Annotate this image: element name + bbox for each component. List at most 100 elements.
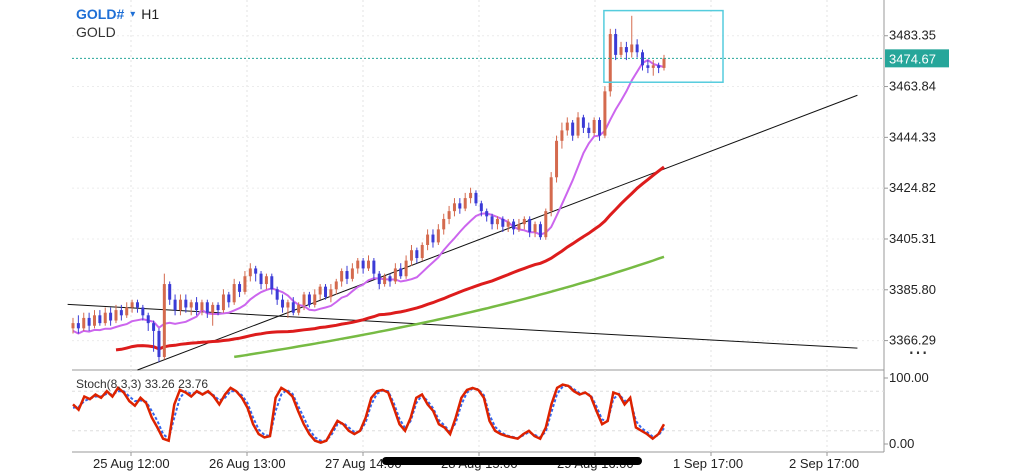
candle: [361, 258, 365, 274]
candle-body: [608, 34, 612, 92]
candle-body: [431, 234, 435, 243]
candle: [598, 117, 602, 141]
price-tag-label: 3474.67: [889, 51, 936, 66]
candle-body: [409, 250, 413, 261]
candle-body: [603, 91, 607, 136]
candle: [635, 39, 639, 58]
candle: [189, 299, 193, 316]
candle-body: [592, 119, 596, 134]
candle: [501, 216, 505, 232]
more-icon[interactable]: ⋯: [908, 342, 929, 364]
candle: [205, 299, 209, 318]
candle: [264, 273, 268, 290]
candle: [307, 291, 311, 308]
candle: [313, 289, 317, 308]
price-axis: 3483.35 3463.84 3444.33 3424.82 3405.31 3385.…: [884, 28, 936, 348]
candle-body: [168, 284, 172, 300]
candle-body: [270, 276, 274, 290]
candle-body: [490, 216, 494, 225]
candle-body: [135, 302, 139, 308]
x-tick-label: 1 Sep 17:00: [673, 456, 743, 471]
home-indicator[interactable]: [382, 457, 642, 465]
ma-mid-line: [115, 165, 665, 352]
candle-body: [307, 294, 311, 305]
ma-fast-line: [72, 58, 665, 335]
candle-body: [334, 281, 338, 290]
candle-body: [393, 268, 397, 282]
candle-body: [571, 122, 575, 136]
candle-body: [383, 276, 387, 285]
candle-body: [367, 260, 370, 269]
y-tick-label: 3405.31: [889, 231, 936, 246]
candle: [178, 294, 182, 316]
candle-body: [238, 284, 242, 292]
candle: [442, 213, 446, 235]
candle-body: [275, 289, 279, 300]
candle: [479, 200, 483, 217]
candle: [624, 41, 628, 61]
candle-body: [549, 177, 553, 212]
candle-body: [522, 218, 526, 225]
candle: [490, 213, 494, 230]
candle: [662, 54, 666, 71]
candle-body: [350, 268, 354, 279]
candle: [576, 112, 580, 139]
candle: [302, 291, 306, 311]
candle: [560, 122, 564, 149]
candle: [458, 198, 462, 214]
symbol-header[interactable]: GOLD# ▾ H1: [76, 6, 159, 22]
symbol-name[interactable]: GOLD#: [76, 6, 125, 22]
candle-body: [216, 304, 220, 311]
candle-body: [538, 224, 542, 238]
x-tick-label: 25 Aug 12:00: [93, 456, 170, 471]
candle-body: [291, 302, 295, 313]
candle-body: [87, 317, 91, 326]
candle-body: [76, 323, 80, 329]
chevron-down-icon[interactable]: ▾: [130, 8, 136, 20]
candle-body: [581, 117, 585, 128]
candle-body: [442, 218, 446, 230]
candle: [420, 242, 424, 261]
candle-body: [178, 299, 182, 311]
candle-body: [447, 211, 451, 219]
candle: [630, 15, 634, 58]
y-tick-label: 3483.35: [889, 28, 936, 43]
candle: [281, 294, 285, 313]
candle-body: [619, 47, 623, 55]
candle-body: [624, 47, 628, 53]
candle: [463, 192, 467, 212]
moving-averages: [72, 58, 665, 359]
candle-body: [71, 323, 75, 329]
candle: [334, 278, 338, 295]
candle: [474, 190, 478, 206]
candle-body: [651, 65, 655, 68]
candle-body: [329, 289, 333, 298]
candle: [291, 297, 295, 316]
candle-body: [125, 307, 129, 316]
candle: [404, 255, 408, 279]
candle-body: [415, 250, 419, 259]
candle-body: [495, 218, 499, 225]
candle: [436, 224, 440, 245]
candle-body: [152, 323, 156, 331]
candle-body: [501, 218, 505, 227]
candle-body: [189, 302, 193, 308]
timeframe[interactable]: H1: [141, 6, 160, 22]
candle: [350, 263, 354, 282]
candle-body: [469, 192, 473, 199]
instrument-name: GOLD: [76, 24, 116, 40]
candle-body: [259, 273, 263, 285]
candle-body: [598, 119, 602, 136]
candle-body: [641, 52, 645, 66]
candle-body: [399, 268, 403, 277]
candle: [211, 302, 215, 326]
candle-body: [195, 302, 199, 311]
candle: [71, 317, 75, 334]
candle-body: [614, 34, 618, 55]
x-tick-label: 2 Sep 17:00: [789, 456, 859, 471]
candle: [238, 281, 242, 298]
candle-body: [98, 315, 102, 324]
candle: [571, 119, 575, 141]
candle: [130, 299, 134, 313]
candle: [409, 244, 413, 266]
